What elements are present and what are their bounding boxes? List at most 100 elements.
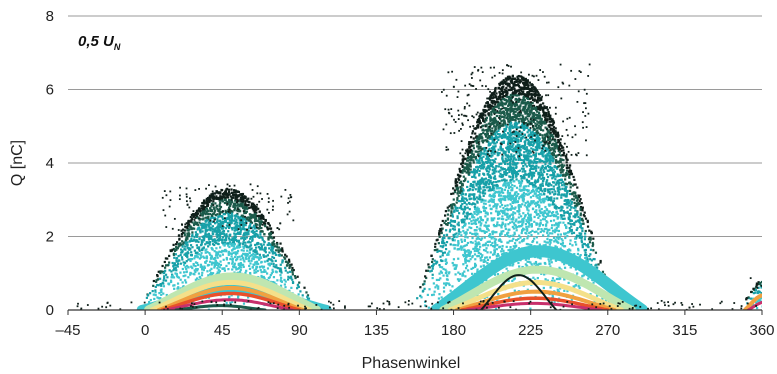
density-cell — [467, 249, 471, 252]
density-cell — [498, 115, 501, 118]
density-cell — [481, 114, 484, 117]
density-cell — [445, 270, 448, 273]
density-cell — [157, 284, 160, 287]
density-cell — [262, 240, 266, 243]
density-cell — [473, 174, 476, 177]
density-cell — [470, 222, 473, 225]
density-cell — [452, 258, 456, 261]
density-cell — [553, 240, 556, 243]
density-cell — [243, 232, 246, 235]
density-cell — [149, 298, 152, 302]
density-cell — [510, 157, 513, 161]
density-cell — [580, 239, 583, 242]
density-cell — [215, 247, 218, 250]
density-cell — [184, 254, 188, 257]
density-cell — [552, 173, 556, 176]
density-cell — [475, 229, 478, 232]
density-cell — [194, 255, 197, 258]
density-cell — [246, 231, 249, 234]
density-cell — [240, 254, 244, 257]
density-cell — [259, 233, 262, 236]
density-cell — [491, 122, 494, 126]
density-cell — [231, 210, 234, 213]
density-cell — [209, 257, 213, 260]
density-cell — [252, 224, 256, 227]
density-cell — [576, 252, 580, 256]
density-cell — [179, 262, 182, 265]
density-cell — [478, 120, 481, 123]
density-cell — [153, 297, 156, 301]
density-cell — [201, 201, 204, 205]
density-cell — [223, 267, 226, 270]
density-cell — [457, 177, 460, 180]
density-cell — [258, 265, 262, 268]
density-cell — [464, 193, 467, 196]
density-cell — [484, 215, 487, 218]
density-cell — [583, 249, 586, 252]
density-cell — [513, 80, 516, 84]
density-cell — [512, 168, 515, 171]
density-cell — [518, 209, 521, 213]
density-cell — [240, 205, 243, 208]
density-cell — [493, 159, 496, 162]
density-cell — [464, 267, 468, 270]
density-cell — [242, 241, 245, 244]
density-cell — [195, 244, 199, 247]
density-cell — [475, 245, 478, 248]
density-cell — [499, 122, 502, 125]
density-cell — [507, 103, 510, 106]
density-cell — [251, 257, 254, 260]
density-cell — [296, 283, 300, 286]
density-cell — [224, 191, 227, 194]
density-cell — [451, 237, 454, 241]
density-cell — [235, 221, 238, 224]
density-cell — [214, 227, 217, 230]
density-cell — [537, 203, 540, 206]
density-cell — [493, 184, 496, 187]
density-cell — [535, 105, 539, 109]
density-cell — [537, 131, 540, 134]
density-cell — [263, 255, 266, 258]
density-cell — [494, 307, 498, 310]
density-cell — [480, 237, 484, 240]
density-cell — [456, 244, 459, 247]
density-cell — [478, 242, 481, 245]
density-cell — [538, 99, 541, 102]
density-cell — [219, 191, 222, 194]
density-cell — [469, 258, 472, 261]
density-cell — [154, 294, 157, 297]
density-cell — [222, 243, 225, 246]
density-cell — [549, 219, 553, 223]
density-cell — [506, 137, 509, 140]
density-cell — [450, 192, 453, 196]
density-cell — [476, 232, 479, 236]
density-cell — [251, 239, 254, 242]
density-cell — [466, 228, 469, 231]
density-cell — [524, 116, 528, 119]
density-cell — [271, 231, 274, 234]
density-cell — [186, 246, 189, 249]
density-cell — [459, 231, 462, 234]
density-cell — [255, 262, 258, 265]
density-cell — [479, 196, 482, 199]
density-cell — [147, 294, 150, 297]
density-cell — [454, 184, 457, 187]
density-cell — [484, 111, 487, 114]
density-cell — [203, 225, 206, 228]
density-cell — [495, 190, 498, 194]
density-cell — [189, 216, 192, 219]
density-cell — [493, 176, 496, 179]
density-cell — [238, 210, 241, 213]
density-cell — [545, 241, 548, 244]
density-cell — [249, 271, 252, 275]
density-cell — [512, 112, 515, 115]
density-cell — [522, 76, 525, 79]
density-cell — [245, 222, 248, 225]
density-cell — [425, 276, 428, 280]
density-cell — [485, 167, 488, 171]
density-cell — [441, 227, 444, 230]
density-cell — [492, 223, 495, 227]
density-cell — [175, 257, 178, 260]
density-cell — [223, 217, 226, 220]
density-cell — [199, 231, 202, 234]
